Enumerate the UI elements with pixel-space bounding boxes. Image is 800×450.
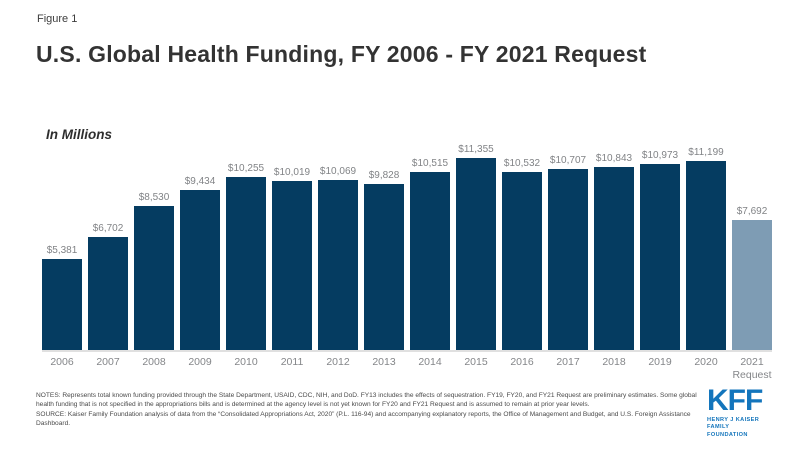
bar-value-label: $6,702 bbox=[92, 223, 124, 234]
bar-column: $10,973 bbox=[640, 150, 680, 350]
bar bbox=[318, 180, 358, 350]
x-axis-label: 2015 bbox=[464, 356, 488, 368]
bar bbox=[88, 237, 128, 350]
x-axis-label: 2014 bbox=[418, 356, 442, 368]
bar-column: $10,532 bbox=[502, 158, 542, 350]
bar-value-label: $5,381 bbox=[46, 245, 78, 256]
bar-column: $11,199 bbox=[686, 147, 726, 350]
bar-column: $8,530 bbox=[134, 192, 174, 350]
bar-column: $11,355 bbox=[456, 144, 496, 350]
bar-value-label: $10,973 bbox=[641, 150, 679, 161]
x-axis-label: 2008 bbox=[142, 356, 166, 368]
bar-column: $5,381 bbox=[42, 245, 82, 350]
x-axis-label: 2013 bbox=[372, 356, 396, 368]
bar-value-label: $11,199 bbox=[688, 147, 724, 158]
x-axis-labels: 2006 2007 2008 2009 2010 2011 2012 2013 2014 2015… bbox=[42, 356, 772, 382]
bar bbox=[226, 177, 266, 350]
x-axis-label: 2020 bbox=[694, 356, 718, 368]
x-axis-label: 2021 Request bbox=[732, 356, 772, 382]
x-axis-label: 2009 bbox=[188, 356, 212, 368]
bar bbox=[502, 172, 542, 350]
bar-value-label: $10,069 bbox=[319, 166, 357, 177]
bar bbox=[640, 164, 680, 350]
bar-column: $10,515 bbox=[410, 158, 450, 350]
bar bbox=[180, 190, 220, 350]
bar-value-label: $10,255 bbox=[227, 163, 265, 174]
bar-value-label: $10,019 bbox=[273, 167, 311, 178]
bar-value-label: $9,434 bbox=[184, 176, 216, 187]
kff-logo-tagline: HENRY J KAISER FAMILY FOUNDATION bbox=[707, 417, 760, 438]
bar-column: $7,692 bbox=[732, 206, 772, 350]
bar-column: $9,828 bbox=[364, 170, 404, 350]
x-axis-label: 2007 bbox=[96, 356, 120, 368]
bar-value-label: $10,515 bbox=[411, 158, 449, 169]
bar bbox=[548, 169, 588, 350]
fineprint: NOTES: Represents total known funding pr… bbox=[36, 391, 704, 428]
bar-value-label: $11,355 bbox=[458, 144, 494, 155]
bar-value-label: $10,532 bbox=[503, 158, 541, 169]
x-axis-label: 2010 bbox=[234, 356, 258, 368]
bar bbox=[272, 181, 312, 350]
x-axis-label: 2006 bbox=[50, 356, 74, 368]
bar bbox=[456, 158, 496, 350]
bar-column: $10,707 bbox=[548, 155, 588, 350]
x-axis-label: 2011 bbox=[280, 356, 304, 368]
x-axis-label: 2018 bbox=[602, 356, 626, 368]
figure-label: Figure 1 bbox=[37, 13, 78, 25]
bar bbox=[686, 161, 726, 350]
bar bbox=[410, 172, 450, 350]
bar bbox=[42, 259, 82, 350]
bar-value-label: $10,707 bbox=[549, 155, 587, 166]
x-axis-label: 2017 bbox=[556, 356, 580, 368]
bar-value-label: $9,828 bbox=[368, 170, 400, 181]
units-label: In Millions bbox=[46, 127, 112, 142]
bar bbox=[134, 206, 174, 350]
bar-column: $6,702 bbox=[88, 223, 128, 350]
source-text: SOURCE: Kaiser Family Foundation analysi… bbox=[36, 411, 691, 428]
bar-column: $10,255 bbox=[226, 163, 266, 350]
bar bbox=[364, 184, 404, 350]
x-axis-label: 2019 bbox=[648, 356, 672, 368]
bar-column: $10,069 bbox=[318, 166, 358, 350]
bar-column: $9,434 bbox=[180, 176, 220, 350]
bar-value-label: $8,530 bbox=[138, 192, 170, 203]
kff-logo-acronym: KFF bbox=[707, 383, 763, 417]
x-axis-label: 2016 bbox=[510, 356, 534, 368]
chart-title: U.S. Global Health Funding, FY 2006 - FY… bbox=[36, 41, 647, 67]
kff-logo: KFF HENRY J KAISER FAMILY FOUNDATION bbox=[707, 383, 771, 439]
bar-value-label: $10,843 bbox=[595, 153, 633, 164]
bars: $5,381 $6,702 $8,530 $9,434 $10,255 $10,019 $1… bbox=[42, 142, 772, 352]
x-axis-label: 2012 bbox=[326, 356, 350, 368]
notes-text: NOTES: Represents total known funding pr… bbox=[36, 392, 697, 409]
bar bbox=[594, 167, 634, 350]
bar-column: $10,019 bbox=[272, 167, 312, 350]
bar-column: $10,843 bbox=[594, 153, 634, 350]
bar bbox=[732, 220, 772, 350]
bar-value-label: $7,692 bbox=[736, 206, 768, 217]
